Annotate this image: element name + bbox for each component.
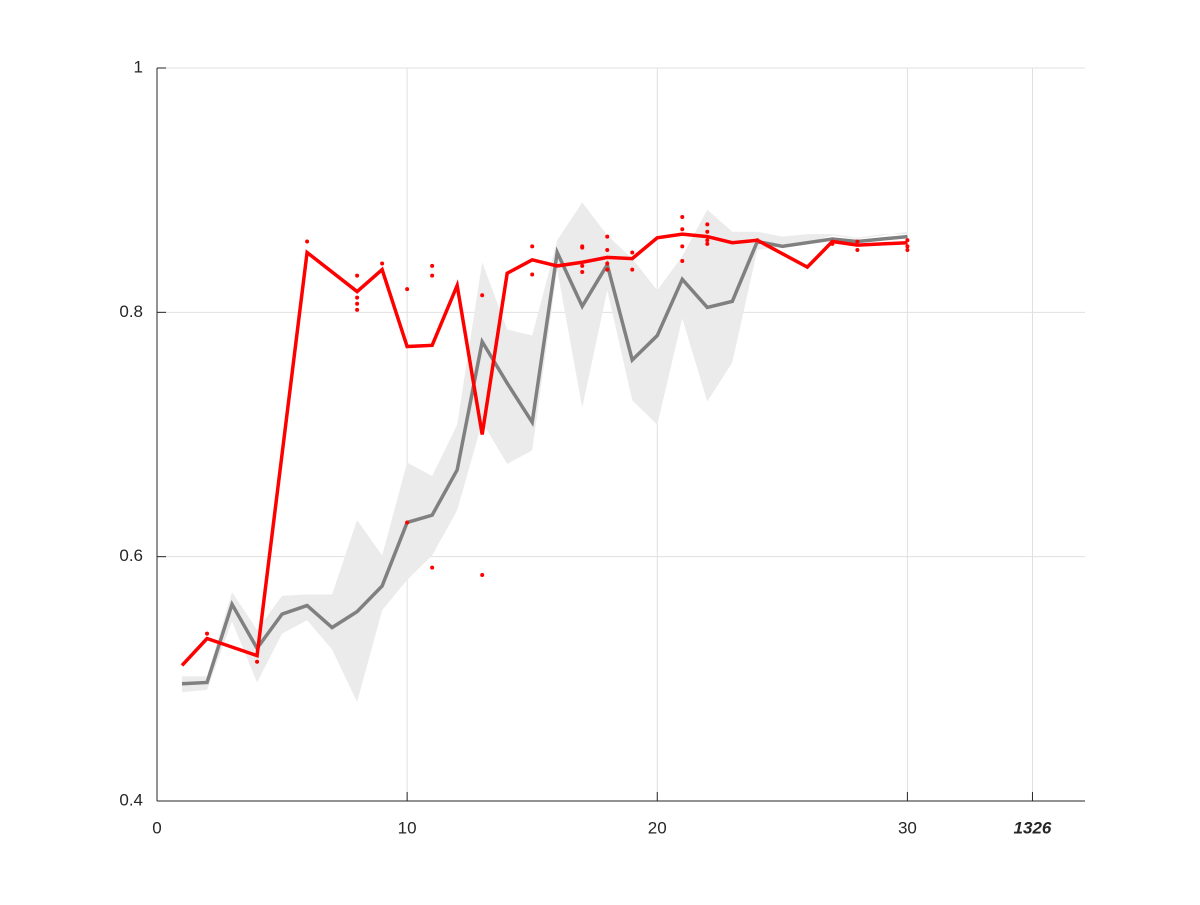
point	[430, 273, 435, 278]
point	[405, 520, 410, 525]
x-tick-label: 0	[152, 818, 161, 837]
point	[355, 295, 360, 300]
point	[605, 267, 610, 272]
point	[680, 227, 685, 232]
point	[705, 222, 710, 227]
point	[355, 273, 360, 278]
point	[630, 250, 635, 255]
point	[355, 301, 360, 306]
point	[305, 239, 310, 244]
y-tick-label: 0.6	[119, 546, 143, 565]
point	[530, 272, 535, 277]
point	[705, 238, 710, 243]
point	[580, 263, 585, 268]
point	[680, 259, 685, 264]
point	[705, 241, 710, 246]
point	[605, 261, 610, 266]
point	[755, 238, 760, 243]
point	[480, 293, 485, 298]
point	[255, 659, 260, 664]
point	[605, 248, 610, 253]
y-tick-label: 1	[134, 57, 143, 76]
point	[405, 287, 410, 292]
x-tick-label: 10	[398, 818, 417, 837]
point	[380, 261, 385, 266]
x-tick-label: 1326	[1014, 818, 1052, 837]
y-tick-label: 0.4	[119, 790, 143, 809]
point	[630, 267, 635, 272]
point	[680, 244, 685, 249]
x-tick-label: 30	[898, 818, 917, 837]
point	[855, 239, 860, 244]
point	[855, 248, 860, 253]
point	[205, 631, 210, 636]
point	[480, 572, 485, 577]
point	[430, 263, 435, 268]
point	[830, 241, 835, 246]
point	[680, 215, 685, 220]
band	[182, 202, 908, 703]
y-tick-label: 0.8	[119, 302, 143, 321]
point	[430, 565, 435, 570]
point	[905, 238, 910, 243]
line	[181, 234, 908, 686]
x-tick-label: 20	[648, 818, 667, 837]
point	[905, 248, 910, 253]
point	[530, 244, 535, 249]
point	[355, 307, 360, 312]
point	[580, 245, 585, 250]
point	[705, 229, 710, 234]
point	[580, 270, 585, 275]
point	[905, 244, 910, 249]
point	[605, 234, 610, 239]
